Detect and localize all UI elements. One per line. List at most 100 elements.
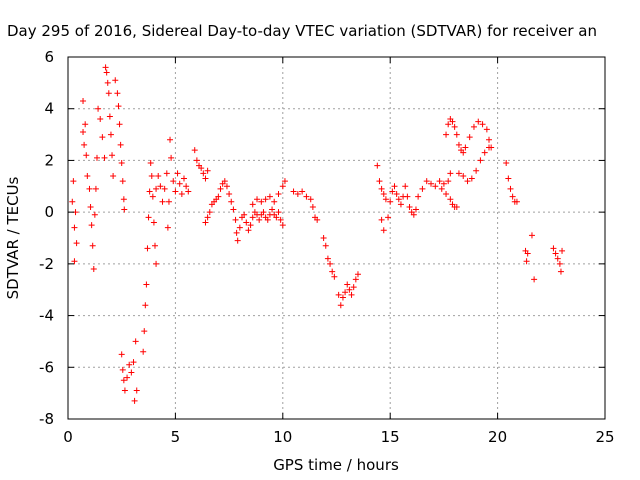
data-point	[473, 167, 480, 174]
data-point	[232, 216, 239, 223]
data-points	[69, 64, 566, 404]
data-point	[277, 216, 284, 223]
data-point	[178, 191, 185, 198]
data-point	[324, 255, 331, 262]
data-point	[256, 216, 263, 223]
data-point	[161, 185, 168, 192]
data-point	[350, 284, 357, 291]
x-tick-label: 0	[63, 428, 73, 446]
data-point	[339, 294, 346, 301]
data-point	[191, 147, 198, 154]
data-point	[483, 126, 490, 133]
data-point	[262, 196, 269, 203]
data-point	[128, 369, 135, 376]
data-point	[88, 222, 95, 229]
data-point	[91, 211, 98, 218]
y-tick-label: -4	[39, 307, 54, 325]
data-point	[327, 260, 334, 267]
data-point	[505, 175, 512, 182]
data-point	[119, 366, 126, 373]
data-point	[299, 188, 306, 195]
data-point	[271, 198, 278, 205]
data-point	[554, 255, 561, 262]
data-point	[455, 141, 462, 148]
data-point	[447, 170, 454, 177]
data-point	[142, 302, 149, 309]
data-point	[513, 198, 520, 205]
data-point	[126, 361, 133, 368]
data-point	[436, 178, 443, 185]
data-point	[198, 165, 205, 172]
data-point	[380, 227, 387, 234]
data-point	[221, 178, 228, 185]
data-point	[470, 123, 477, 130]
data-point	[228, 198, 235, 205]
data-point	[163, 170, 170, 177]
data-point	[410, 211, 417, 218]
data-point	[344, 281, 351, 288]
data-point	[119, 178, 126, 185]
data-point	[132, 338, 139, 345]
data-point	[226, 191, 233, 198]
data-point	[464, 178, 471, 185]
data-point	[80, 97, 87, 104]
data-point	[509, 193, 516, 200]
data-point	[112, 77, 119, 84]
data-point	[269, 206, 276, 213]
data-point	[143, 281, 150, 288]
data-point	[107, 131, 114, 138]
data-point	[87, 203, 94, 210]
data-point	[395, 196, 402, 203]
data-point	[82, 121, 89, 128]
data-point	[86, 185, 93, 192]
data-point	[193, 157, 200, 164]
data-point	[322, 242, 329, 249]
data-point	[402, 183, 409, 190]
data-point	[419, 185, 426, 192]
data-point	[423, 178, 430, 185]
data-point	[247, 222, 254, 229]
data-point	[204, 167, 211, 174]
data-point	[307, 196, 314, 203]
data-point	[453, 131, 460, 138]
data-point	[153, 260, 160, 267]
data-point	[144, 245, 151, 252]
data-point	[397, 201, 404, 208]
data-point	[346, 286, 353, 293]
data-point	[120, 377, 127, 384]
data-point	[374, 162, 381, 169]
data-point	[254, 196, 261, 203]
data-point	[294, 191, 301, 198]
data-point	[236, 224, 243, 231]
data-point	[155, 172, 162, 179]
data-point	[275, 191, 282, 198]
data-point	[159, 198, 166, 205]
data-point	[110, 172, 117, 179]
data-point	[99, 134, 106, 141]
data-point	[149, 193, 156, 200]
data-point	[380, 191, 387, 198]
data-point	[92, 185, 99, 192]
data-point	[131, 397, 138, 404]
data-point	[106, 113, 113, 120]
data-point	[165, 198, 172, 205]
data-point	[479, 121, 486, 128]
data-point	[428, 180, 435, 187]
data-point	[241, 211, 248, 218]
data-point	[481, 149, 488, 156]
data-point	[258, 198, 265, 205]
data-point	[273, 214, 280, 221]
data-point	[303, 193, 310, 200]
data-point	[109, 152, 116, 159]
data-point	[443, 191, 450, 198]
data-point	[170, 178, 177, 185]
data-point	[447, 196, 454, 203]
data-point	[141, 328, 148, 335]
data-point	[290, 188, 297, 195]
data-point	[378, 216, 385, 223]
x-axis-label: GPS time / hours	[273, 456, 399, 474]
data-point	[451, 123, 458, 130]
data-point	[460, 172, 467, 179]
data-point	[168, 154, 175, 161]
data-point	[121, 387, 128, 394]
